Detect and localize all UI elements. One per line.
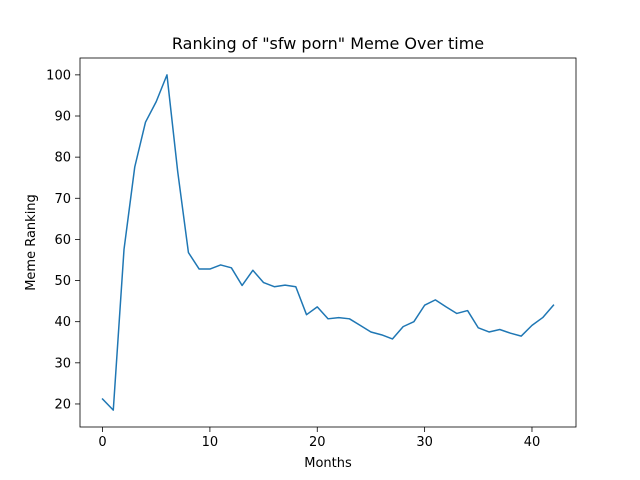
y-tick-label: 100	[46, 68, 71, 83]
x-tick-label: 10	[202, 435, 219, 450]
y-tick-label: 90	[54, 110, 71, 125]
series-line-0	[101, 74, 555, 411]
y-tick-label: 30	[54, 356, 71, 371]
x-tick-label: 0	[98, 435, 106, 450]
y-tick-label: 20	[54, 397, 71, 412]
y-tick-label: 70	[54, 192, 71, 207]
x-tick-label: 20	[309, 435, 326, 450]
x-tick-label: 40	[524, 435, 541, 450]
chart-title: Ranking of "sfw porn" Meme Over time	[172, 34, 484, 53]
y-tick-label: 80	[54, 151, 71, 166]
y-tick-label: 60	[54, 233, 71, 248]
x-tick-label: 30	[416, 435, 433, 450]
x-axis-label: Months	[304, 456, 352, 471]
plot-frame	[79, 57, 577, 428]
y-axis-label: Meme Ranking	[24, 194, 39, 291]
y-tick-label: 50	[54, 274, 71, 289]
plot-area: 0 10 20 30 40 20 30 40 50 60 70 80 90 100	[46, 57, 577, 450]
y-tick-label: 40	[54, 315, 71, 330]
